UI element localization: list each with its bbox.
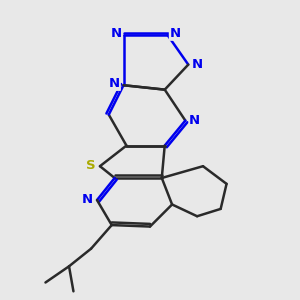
Text: N: N	[111, 27, 122, 40]
Text: S: S	[86, 159, 95, 172]
Text: N: N	[189, 114, 200, 127]
Text: N: N	[191, 58, 203, 71]
Text: N: N	[169, 27, 181, 40]
Text: N: N	[109, 77, 120, 90]
Text: N: N	[82, 193, 93, 206]
